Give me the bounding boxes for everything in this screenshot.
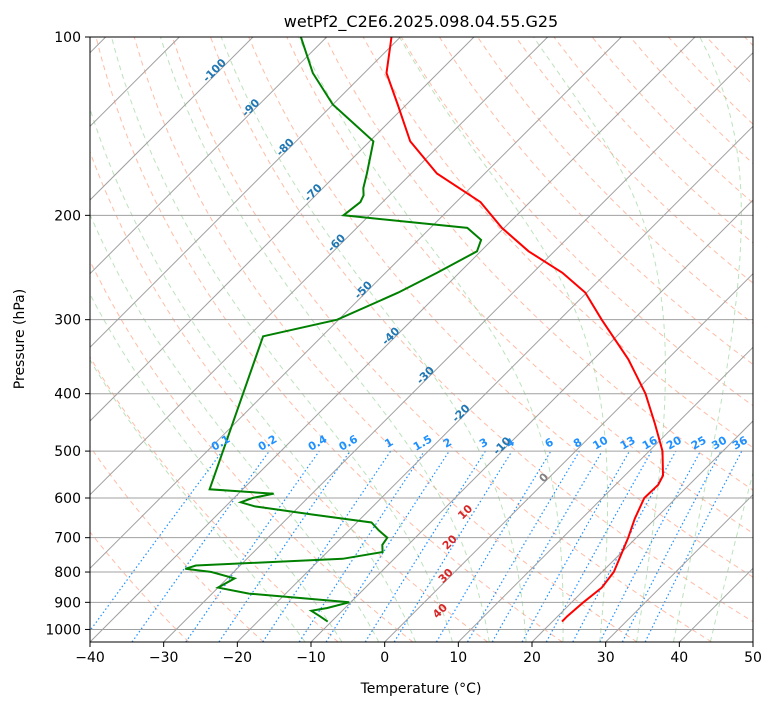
y-tick-label: 400 xyxy=(54,387,81,403)
isotherm xyxy=(310,199,753,642)
dry-adiabat xyxy=(248,37,753,578)
isotherm xyxy=(90,37,475,422)
y-axis-ticks: 100 200 300 400 500 600 700 800 900 1000 xyxy=(45,30,90,638)
dry-adiabat xyxy=(515,37,753,284)
moist-adiabat xyxy=(533,37,666,642)
mixing-ratio-line xyxy=(393,450,513,642)
background-lines xyxy=(90,37,753,642)
x-axis-ticks: −40 −30 −20 −10 0 10 20 30 40 50 xyxy=(75,642,762,666)
x-tick-label: 20 xyxy=(523,650,541,666)
x-tick-label: −20 xyxy=(223,650,253,666)
mixing-ratio-line xyxy=(572,450,677,642)
isotherm xyxy=(457,346,753,642)
dry-adiabat xyxy=(400,37,753,407)
moist-adiabat xyxy=(111,37,453,642)
mixing-ratio-line xyxy=(90,450,223,632)
isotherm xyxy=(90,37,696,642)
mixing-ratio-line xyxy=(218,450,351,642)
y-tick-label: 700 xyxy=(54,531,81,547)
isotherm xyxy=(90,37,549,496)
y-tick-label: 900 xyxy=(54,595,81,611)
mixing-ratio-line xyxy=(131,450,270,642)
moist-adiabat xyxy=(398,37,609,642)
isotherm xyxy=(752,641,753,642)
x-tick-label: 40 xyxy=(670,650,688,666)
dry-adiabat xyxy=(95,37,563,642)
x-tick-label: 50 xyxy=(744,650,762,666)
plot-background xyxy=(90,37,753,642)
isotherm xyxy=(163,51,753,642)
dry-adiabat xyxy=(171,37,712,642)
y-tick-label: 500 xyxy=(54,444,81,460)
chart-title: wetPf2_C2E6.2025.098.04.55.G25 xyxy=(284,12,558,32)
isotherm xyxy=(90,37,401,349)
isotherm xyxy=(90,37,254,201)
mixing-ratio-line xyxy=(325,450,450,642)
dry-adiabat xyxy=(90,356,339,642)
grid xyxy=(90,37,753,642)
dry-adiabat xyxy=(90,150,488,642)
y-tick-label: 1000 xyxy=(45,622,81,638)
plot-frame xyxy=(89,36,754,643)
dry-adiabat xyxy=(438,37,753,366)
x-tick-label: −30 xyxy=(149,650,179,666)
y-axis-label: Pressure (hPa) xyxy=(12,289,28,389)
y-tick-label: 800 xyxy=(54,565,81,581)
mixing-ratio-line xyxy=(545,450,653,642)
dry-adiabat xyxy=(90,445,264,642)
mixing-ratio-line xyxy=(644,450,743,642)
y-tick-label: 600 xyxy=(54,491,81,507)
isotherm xyxy=(236,125,753,642)
y-tick-label: 300 xyxy=(54,313,81,329)
x-axis-label: Temperature (°C) xyxy=(360,681,482,697)
dry-adiabat xyxy=(133,37,638,642)
moist-adiabat xyxy=(90,358,306,642)
mixing-ratio-line xyxy=(298,450,425,642)
isotherm xyxy=(90,37,328,275)
moist-adiabat xyxy=(298,37,564,642)
y-tick-label: 100 xyxy=(54,30,81,46)
mixing-ratio-line xyxy=(521,450,631,642)
isotherm xyxy=(384,272,753,642)
dry-adiabat xyxy=(210,37,753,623)
dry-adiabat xyxy=(90,531,190,642)
profile-lines xyxy=(185,37,665,623)
x-tick-label: −10 xyxy=(296,650,326,666)
isotherm xyxy=(531,420,753,642)
dewpoint-profile xyxy=(185,37,483,623)
mixing-ratio-line xyxy=(185,450,320,642)
moist-adiabat xyxy=(90,213,380,642)
moist-adiabat xyxy=(160,37,490,642)
x-tick-label: −40 xyxy=(75,650,105,666)
isotherm xyxy=(605,493,753,642)
x-tick-label: 10 xyxy=(449,650,467,666)
isotherm xyxy=(90,37,622,570)
temperature-profile xyxy=(385,37,665,623)
mixing-ratio-line xyxy=(262,450,392,642)
y-tick-label: 200 xyxy=(54,208,81,224)
x-tick-label: 0 xyxy=(380,650,389,666)
x-tick-label: 30 xyxy=(597,650,615,666)
